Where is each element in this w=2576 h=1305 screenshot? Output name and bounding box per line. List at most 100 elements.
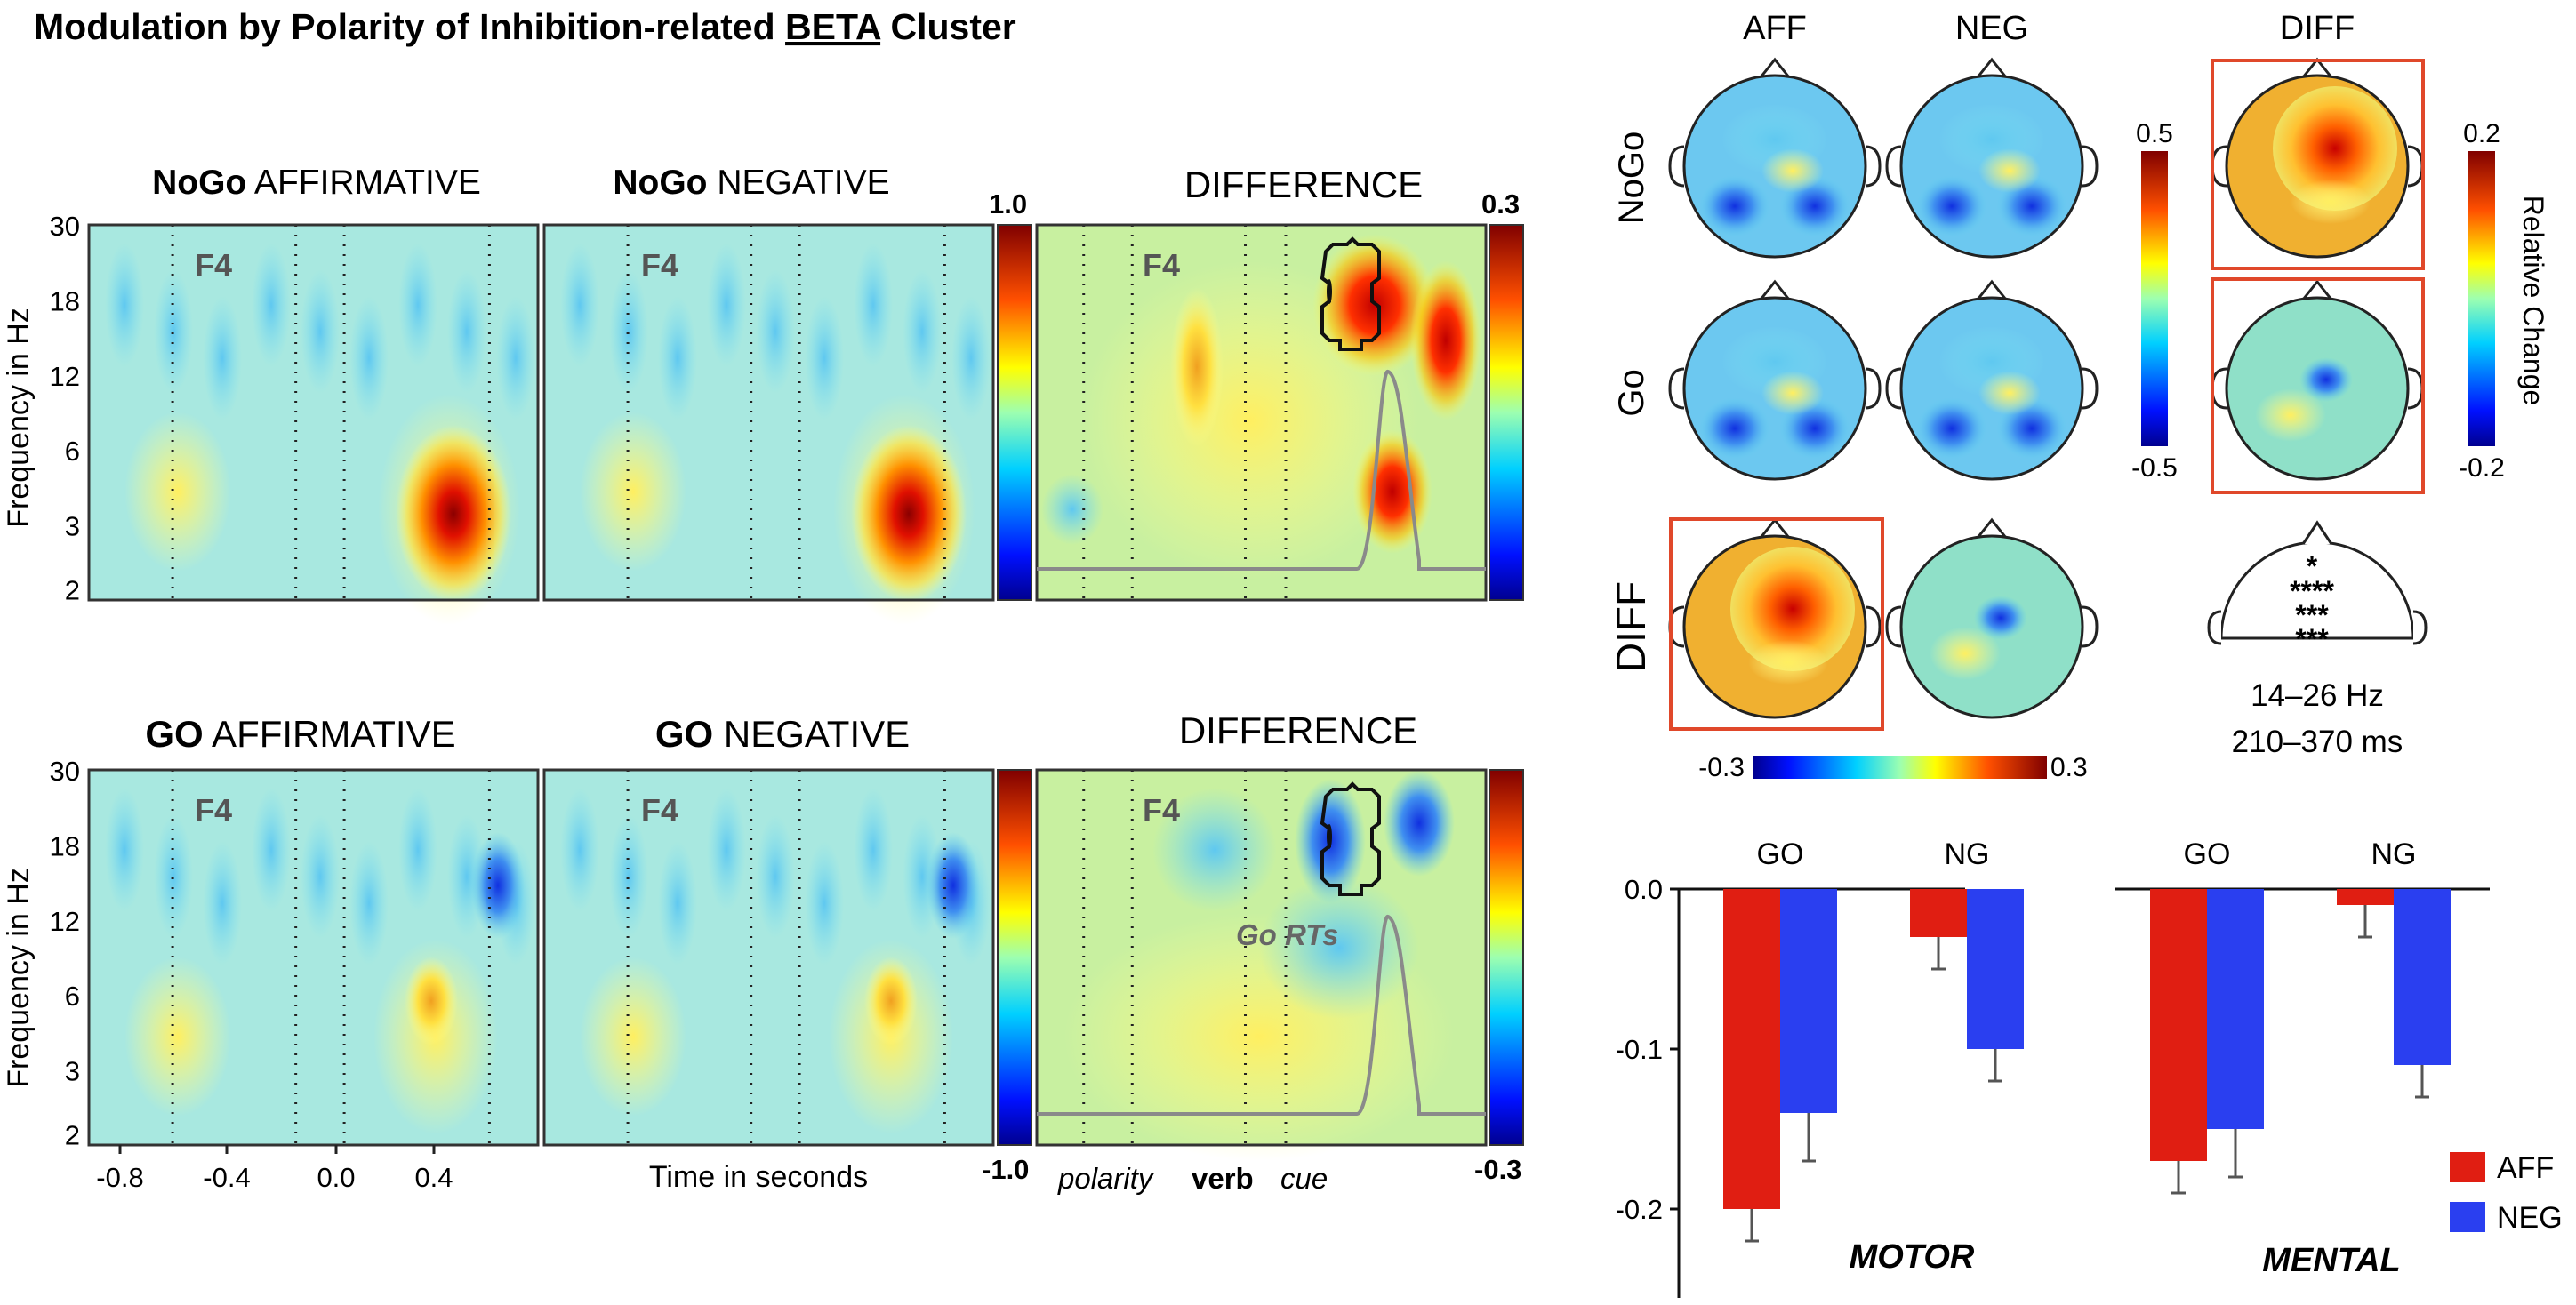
- freq-tick-label: 18: [50, 830, 80, 861]
- topo-cbar-diff-min: -0.2: [2459, 453, 2505, 483]
- topo-blob: [1748, 640, 1828, 685]
- tf-panel-border: [542, 768, 995, 1147]
- tf-blob: [105, 788, 144, 912]
- tf-blob: [560, 788, 599, 912]
- freq-tick-label: 2: [65, 1119, 80, 1150]
- topo-ear-right: [2407, 367, 2424, 410]
- topo-outline: [1899, 74, 2084, 259]
- topo-blob: [2255, 388, 2326, 442]
- topo-col-aff: AFF: [1743, 10, 1807, 47]
- tf-blob: [658, 296, 697, 420]
- cbar-diff-min-row2: -0.3: [1474, 1154, 1521, 1185]
- topo-blob: [1916, 175, 1987, 237]
- cluster-stars-1: *: [2307, 550, 2318, 582]
- tf-panel-r1-c2: F4: [542, 223, 995, 625]
- topo-nose: [1976, 279, 2008, 300]
- cluster-time: 210–370 ms: [2232, 725, 2403, 759]
- tf-electrode-label: F4: [641, 792, 678, 829]
- topo-go-neg: [1885, 279, 2099, 481]
- bar-category-label: NG: [1945, 837, 1990, 871]
- tf-blob: [951, 296, 991, 420]
- topo-nose: [1976, 517, 2008, 539]
- tf-title-go-neg: GO NEGATIVE: [655, 713, 910, 755]
- bar-y-tick-label: -0.1: [1616, 1034, 1663, 1065]
- topo-maps: [1668, 57, 2424, 719]
- phase-polarity: polarity: [1057, 1162, 1155, 1195]
- legend-neg-label: NEG: [2497, 1201, 2563, 1235]
- freq-tick-label: 3: [65, 511, 80, 542]
- tf-blob: [1041, 474, 1103, 545]
- tf-panel-border: [1035, 768, 1488, 1147]
- tf-colorbar-cond-row2: [997, 769, 1032, 1146]
- topo-blob: [2299, 357, 2353, 402]
- tf-blob: [405, 957, 458, 1045]
- highlight-box-nogo-diff: [2211, 59, 2425, 270]
- topo-colorbar-diff: [2468, 151, 2495, 446]
- tf-panel-r1-c1: F4: [87, 223, 540, 625]
- time-tick-label: 0.0: [317, 1162, 355, 1193]
- bar-aff: [1723, 889, 1780, 1209]
- tf-electrode-label: F4: [195, 247, 232, 284]
- tf-blob: [903, 269, 942, 394]
- topo-nose: [1759, 279, 1791, 300]
- tf-electrode-label: F4: [195, 792, 232, 829]
- topo-ear-right: [1865, 145, 1882, 188]
- topo-blob: [1699, 175, 1770, 237]
- topo-nose: [2301, 279, 2333, 300]
- bar-y-tick-label: 0.0: [1625, 874, 1663, 905]
- tf-blob: [805, 841, 844, 965]
- topo-ear-left: [2211, 145, 2227, 188]
- tf-panel-border: [542, 223, 995, 602]
- tf-blob: [560, 243, 599, 367]
- tf-panel-r2-c2: F4: [542, 768, 995, 1147]
- bar-group-label-motor: MOTOR: [1850, 1238, 1975, 1276]
- go-rts-label: Go RTs: [1236, 918, 1339, 951]
- tf-title-nogo-aff: NoGo AFFIRMATIVE: [152, 164, 481, 202]
- cluster-stars-4: ***: [2295, 623, 2329, 655]
- bar-y-tick-label: -0.2: [1616, 1194, 1663, 1225]
- tf-blob: [1410, 260, 1481, 420]
- topo-ear-left: [1885, 605, 1902, 648]
- topo-outline: [1899, 534, 2084, 719]
- topo-blob: [1761, 371, 1824, 415]
- tf-blob: [707, 788, 746, 912]
- tf-electrode-label: F4: [1143, 247, 1180, 284]
- tf-title-diff-2: DIFFERENCE: [1179, 709, 1417, 751]
- cbar-cond-min-row2: -1.0: [982, 1154, 1029, 1185]
- bar-group-label-mental: MENTAL: [2262, 1242, 2401, 1279]
- topo-ear-left: [2211, 367, 2227, 410]
- cluster-outline: [1320, 236, 1381, 351]
- tf-freq-ticks: 30 18 12 6 3 2 30 18 12 6 3 2: [50, 211, 80, 1150]
- bar-chart: 0.0 -0.1 -0.2 GO NG GO NG MOTOR MENTAL AFF NEG: [1616, 837, 2563, 1298]
- topo-cbar-h-max: 0.3: [2050, 753, 2088, 782]
- tf-colorbar-cond-row1: [997, 224, 1032, 601]
- go-rt-distribution: [1037, 369, 1486, 571]
- freq-tick-label: 30: [50, 211, 80, 242]
- tf-blob: [252, 788, 291, 912]
- legend-aff-swatch: [2450, 1152, 2485, 1182]
- legend-aff-label: AFF: [2497, 1151, 2554, 1185]
- tf-title-go-aff: GO AFFIRMATIVE: [145, 713, 455, 755]
- topo-outline: [1899, 296, 2084, 481]
- freq-tick-label: 2: [65, 574, 80, 605]
- bar-category-label: GO: [1757, 837, 1804, 871]
- tf-ylabel-row1: Frequency in Hz: [2, 308, 36, 528]
- topo-ear-left: [1885, 145, 1902, 188]
- tf-panels: F4 F4 F4 F4 F4 F4: [87, 223, 1488, 1161]
- tf-blob: [471, 832, 525, 939]
- topo-nose: [1976, 57, 2008, 78]
- tf-blob: [252, 243, 291, 367]
- bar-category-label: NG: [2371, 837, 2417, 871]
- tf-blob: [707, 243, 746, 367]
- topo-ear-left: [1885, 367, 1902, 410]
- topo-go-diff: [2211, 279, 2424, 481]
- tf-blob: [609, 814, 648, 939]
- tf-panel-border: [1035, 223, 1488, 602]
- topo-blob: [2273, 86, 2397, 211]
- tf-title-nogo-neg: NoGo NEGATIVE: [613, 164, 889, 202]
- topo-diff-neg: [1885, 517, 2099, 719]
- bar-neg: [2394, 889, 2451, 1065]
- tf-blob: [1384, 770, 1455, 877]
- tf-blob: [398, 243, 437, 367]
